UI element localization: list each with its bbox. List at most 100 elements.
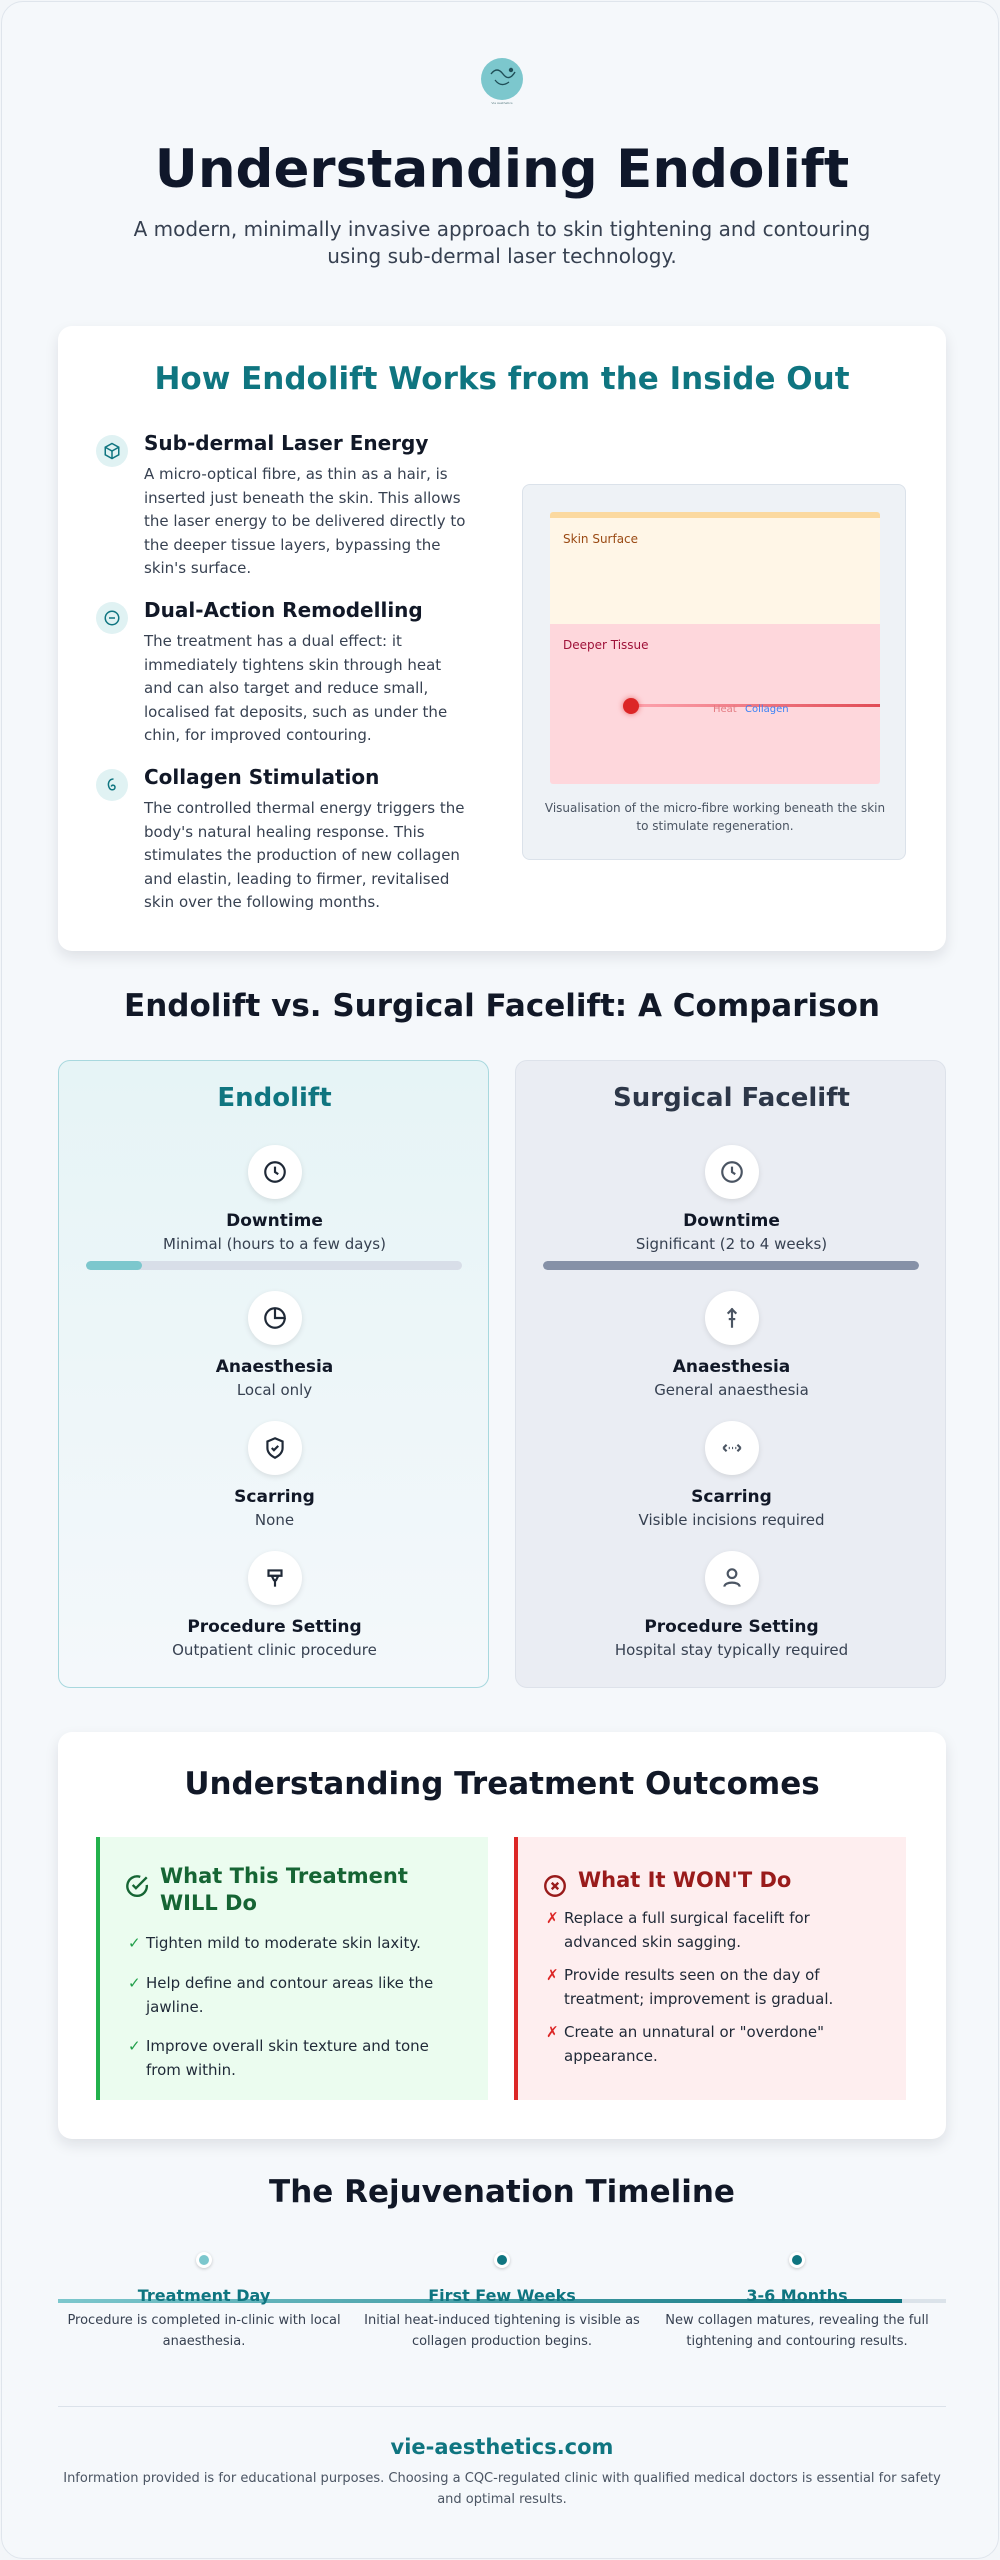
wont-do-text: Replace a full surgical facelift for adv…: [564, 1909, 810, 1951]
logo-emblem-icon: [481, 58, 523, 100]
footer-disclaimer: Information provided is for educational …: [63, 2471, 941, 2507]
surgical-scarring: Scarring Visible incisions required: [516, 1421, 947, 1541]
feature-text: The treatment has a dual effect: it imme…: [144, 632, 448, 744]
outcomes-card: Understanding Treatment Outcomes What Th…: [58, 1732, 946, 2139]
footer-divider: [58, 2406, 946, 2407]
x-circle-icon: [544, 1875, 566, 1897]
will-do-title: What This Treatment WILL Do: [160, 1864, 408, 1915]
cmp-label: Procedure Setting: [187, 1617, 362, 1637]
cmp-label: Procedure Setting: [644, 1617, 819, 1637]
feature-dual-action: Dual-Action Remodelling The treatment ha…: [96, 598, 496, 748]
check-mark-icon: ✓: [128, 1934, 141, 1952]
skin-diagram: Skin Surface Deeper Tissue Heat Collagen: [550, 512, 880, 784]
page-title: Understanding Endolift: [154, 139, 850, 200]
visualisation-caption: Visualisation of the micro-fibre working…: [544, 801, 886, 833]
timeline-step-label: Treatment Day: [137, 2286, 271, 2305]
feature-title: Sub-dermal Laser Energy: [144, 431, 429, 455]
endolift-setting: Procedure Setting Outpatient clinic proc…: [59, 1551, 490, 1671]
surgical-anaesthesia: Anaesthesia General anaesthesia: [516, 1291, 947, 1411]
timeline-dot: [494, 2252, 510, 2268]
brand-logo[interactable]: Vie Aesthetics: [480, 58, 524, 108]
endolift-scarring: Scarring None: [59, 1421, 490, 1541]
wont-do-box: What It WON'T Do ✗ Replace a full surgic…: [514, 1837, 906, 2100]
deeper-tissue-label: Deeper Tissue: [563, 638, 649, 652]
micro-fibre: [630, 704, 880, 707]
feature-title: Collagen Stimulation: [144, 765, 380, 789]
surgical-setting: Procedure Setting Hospital stay typicall…: [516, 1551, 947, 1671]
wont-do-text: Provide results seen on the day of treat…: [564, 1966, 834, 2008]
endolift-title: Endolift: [217, 1083, 332, 1113]
incision-icon: [705, 1421, 759, 1475]
comparison-title: Endolift vs. Surgical Facelift: A Compar…: [124, 988, 880, 1024]
timeline-step-desc: Procedure is completed in-clinic with lo…: [67, 2313, 341, 2349]
cmp-label: Anaesthesia: [215, 1357, 334, 1377]
how-it-works-title: How Endolift Works from the Inside Out: [154, 361, 850, 397]
wont-do-text: Create an unnatural or "overdone" appear…: [564, 2023, 825, 2065]
cmp-value: General anaesthesia: [654, 1381, 809, 1399]
will-do-text: Help define and contour areas like the j…: [146, 1974, 434, 2016]
cmp-label: Scarring: [234, 1487, 315, 1507]
endolift-panel: Endolift Downtime Minimal (hours to a fe…: [58, 1060, 489, 1688]
cross-mark-icon: ✗: [546, 2023, 559, 2041]
cmp-value: Significant (2 to 4 weeks): [635, 1235, 828, 1253]
timeline-step-desc: New collagen matures, revealing the full…: [665, 2313, 929, 2349]
check-mark-icon: ✓: [128, 2037, 141, 2055]
laser-tip: [623, 698, 639, 714]
surgical-panel: Surgical Facelift Downtime Significant (…: [515, 1060, 946, 1688]
outcomes-title: Understanding Treatment Outcomes: [184, 1766, 820, 1802]
cube-icon: [96, 435, 128, 467]
heat-label: Heat: [713, 704, 737, 715]
person-icon: [705, 1551, 759, 1605]
surgical-downtime: Downtime Significant (2 to 4 weeks): [516, 1145, 947, 1265]
feature-laser-energy: Sub-dermal Laser Energy A micro-optical …: [96, 431, 496, 581]
endolift-downtime-bar-fill: [86, 1261, 143, 1270]
endolift-downtime: Downtime Minimal (hours to a few days): [59, 1145, 490, 1265]
shield-check-icon: [248, 1421, 302, 1475]
skin-surface-label: Skin Surface: [563, 532, 639, 546]
timeline-dot: [789, 2252, 805, 2268]
cmp-value: Local only: [236, 1381, 313, 1399]
syringe-icon: [705, 1291, 759, 1345]
skin-visualisation: Skin Surface Deeper Tissue Heat Collagen…: [522, 484, 906, 860]
clock-icon: [248, 1145, 302, 1199]
cross-mark-icon: ✗: [546, 1909, 559, 1927]
timeline-step-desc: Initial heat-induced tightening is visib…: [364, 2313, 640, 2349]
timeline-progress: [58, 2299, 902, 2303]
cmp-value: Minimal (hours to a few days): [163, 1235, 386, 1253]
surgical-downtime-bar-fill: [543, 1261, 919, 1270]
will-do-box: What This Treatment WILL Do ✓ Tighten mi…: [96, 1837, 488, 2100]
will-do-text: Improve overall skin texture and tone fr…: [146, 2037, 429, 2079]
cmp-value: Hospital stay typically required: [614, 1641, 849, 1659]
feature-collagen: Collagen Stimulation The controlled ther…: [96, 765, 496, 915]
cmp-label: Downtime: [683, 1211, 780, 1231]
timeline-step-label: 3-6 Months: [746, 2286, 848, 2305]
dual-action-icon: [96, 602, 128, 634]
pie-icon: [248, 1291, 302, 1345]
cmp-label: Downtime: [226, 1211, 323, 1231]
deeper-tissue-layer: Deeper Tissue Heat Collagen: [550, 624, 880, 784]
surgical-title: Surgical Facelift: [613, 1083, 850, 1113]
timeline-track: [58, 2299, 946, 2303]
logo-text: Vie Aesthetics: [491, 101, 513, 105]
will-do-text: Tighten mild to moderate skin laxity.: [146, 1934, 421, 1952]
clock-icon: [705, 1145, 759, 1199]
footer-site-link[interactable]: vie-aesthetics.com: [390, 2435, 614, 2459]
check-mark-icon: ✓: [128, 1974, 141, 1992]
cmp-value: Outpatient clinic procedure: [172, 1641, 377, 1659]
cmp-label: Scarring: [691, 1487, 772, 1507]
endolift-downtime-bar: [86, 1261, 462, 1270]
cmp-label: Anaesthesia: [672, 1357, 791, 1377]
collagen-label: Collagen: [745, 704, 789, 715]
cmp-value: None: [254, 1511, 295, 1529]
feature-title: Dual-Action Remodelling: [144, 598, 423, 622]
feature-text: A micro-optical fibre, as thin as a hair…: [144, 465, 466, 577]
timeline-dot: [196, 2252, 212, 2268]
how-it-works-card: How Endolift Works from the Inside Out S…: [58, 326, 946, 951]
page-subtitle: A modern, minimally invasive approach to…: [133, 217, 871, 268]
timeline-step-label: First Few Weeks: [428, 2286, 576, 2305]
endolift-anaesthesia: Anaesthesia Local only: [59, 1291, 490, 1411]
chair-icon: [248, 1551, 302, 1605]
feature-text: The controlled thermal energy triggers t…: [144, 799, 465, 911]
wont-do-title: What It WON'T Do: [578, 1868, 792, 1892]
